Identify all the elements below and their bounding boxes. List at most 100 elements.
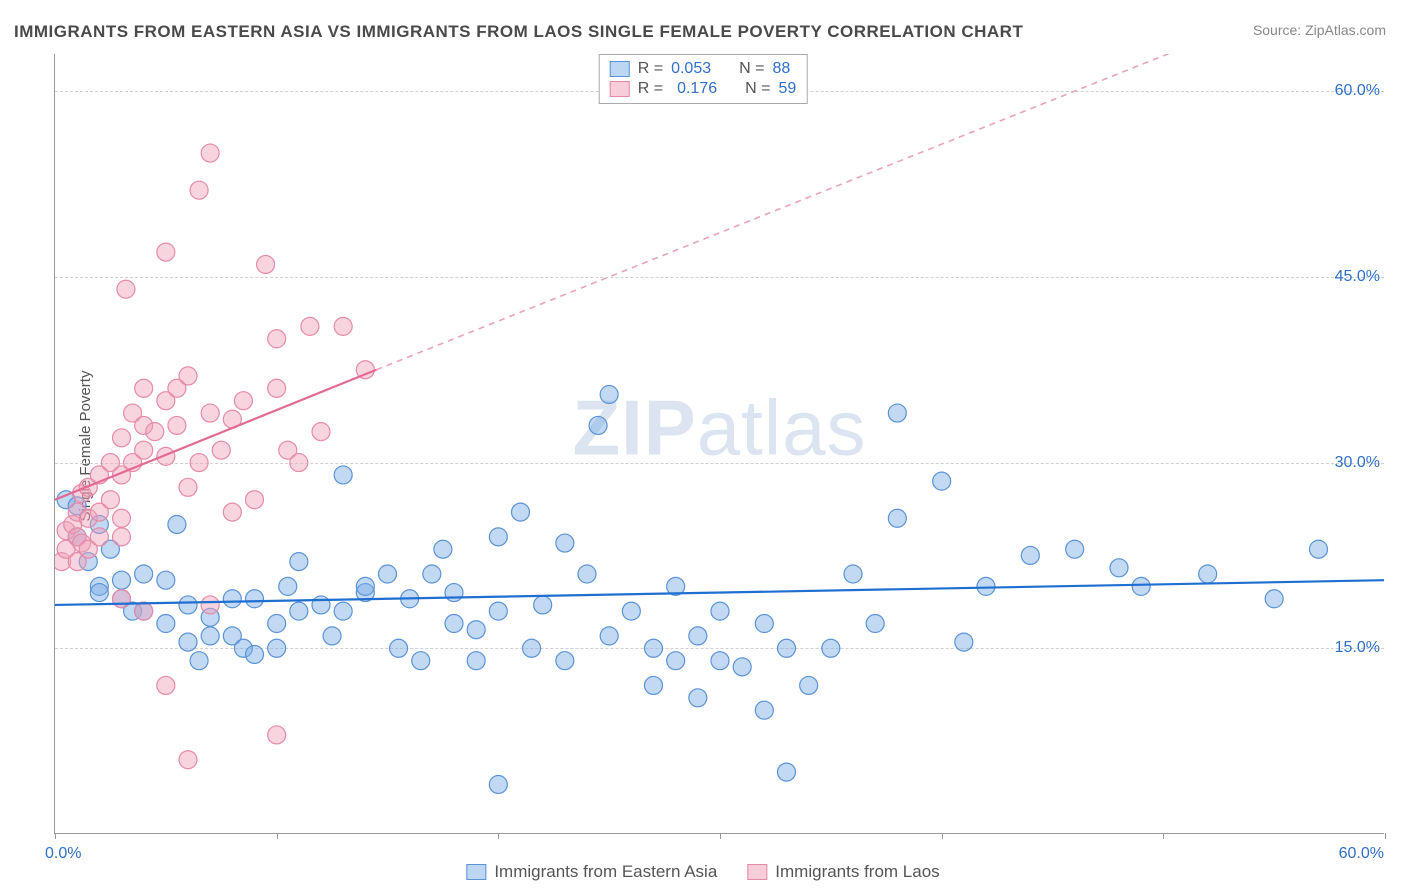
data-point-laos [312,423,330,441]
r-label: R = [638,60,663,78]
swatch-eastern-asia [466,864,486,880]
data-point-laos [135,379,153,397]
data-point-laos [135,602,153,620]
data-point-eastern_asia [223,590,241,608]
data-point-laos [135,441,153,459]
data-point-laos [334,317,352,335]
data-point-eastern_asia [445,584,463,602]
data-point-eastern_asia [689,627,707,645]
x-tick [1163,833,1164,839]
data-point-eastern_asia [645,639,663,657]
chart-plot-area: ZIPatlas 0.0% 60.0% 15.0%30.0%45.0%60.0% [54,54,1384,834]
data-point-laos [101,491,119,509]
data-point-laos [201,404,219,422]
data-point-eastern_asia [755,701,773,719]
data-point-eastern_asia [379,565,397,583]
data-point-eastern_asia [268,615,286,633]
data-point-laos [146,423,164,441]
data-point-eastern_asia [268,639,286,657]
data-point-laos [201,144,219,162]
n-label: N = [739,60,764,78]
scatter-svg [55,54,1384,833]
data-point-eastern_asia [290,553,308,571]
data-point-eastern_asia [290,602,308,620]
legend-item-laos: Immigrants from Laos [747,862,939,882]
data-point-eastern_asia [334,466,352,484]
data-point-eastern_asia [844,565,862,583]
data-point-laos [246,491,264,509]
data-point-eastern_asia [733,658,751,676]
data-point-eastern_asia [445,615,463,633]
data-point-eastern_asia [279,577,297,595]
data-point-eastern_asia [1132,577,1150,595]
data-point-eastern_asia [390,639,408,657]
data-point-eastern_asia [667,652,685,670]
data-point-laos [212,441,230,459]
chart-title: IMMIGRANTS FROM EASTERN ASIA VS IMMIGRAN… [14,22,1023,42]
swatch-eastern-asia [610,61,630,77]
r-value-laos: 0.176 [671,80,717,98]
data-point-eastern_asia [977,577,995,595]
legend-stats-row-ea: R = 0.053 N = 88 [610,59,797,79]
data-point-eastern_asia [489,775,507,793]
n-value-laos: 59 [778,80,796,98]
data-point-eastern_asia [534,596,552,614]
trend-line [376,54,1384,370]
x-tick [55,833,56,839]
data-point-eastern_asia [323,627,341,645]
data-point-laos [268,379,286,397]
x-tick [1385,833,1386,839]
data-point-laos [157,243,175,261]
data-point-eastern_asia [778,763,796,781]
data-point-eastern_asia [179,633,197,651]
data-point-laos [179,367,197,385]
data-point-eastern_asia [1066,540,1084,558]
data-point-eastern_asia [467,621,485,639]
legend-bottom: Immigrants from Eastern Asia Immigrants … [466,862,939,882]
data-point-eastern_asia [933,472,951,490]
data-point-eastern_asia [755,615,773,633]
data-point-laos [268,330,286,348]
data-point-eastern_asia [866,615,884,633]
x-tick [942,833,943,839]
data-point-eastern_asia [467,652,485,670]
data-point-eastern_asia [888,509,906,527]
legend-stats: R = 0.053 N = 88 R = 0.176 N = 59 [599,54,808,104]
data-point-eastern_asia [412,652,430,670]
data-point-laos [268,726,286,744]
data-point-eastern_asia [645,676,663,694]
data-point-eastern_asia [1310,540,1328,558]
data-point-laos [90,528,108,546]
x-tick [498,833,499,839]
data-point-eastern_asia [711,602,729,620]
data-point-eastern_asia [423,565,441,583]
data-point-eastern_asia [434,540,452,558]
data-point-eastern_asia [135,565,153,583]
data-point-eastern_asia [778,639,796,657]
data-point-laos [201,596,219,614]
data-point-eastern_asia [312,596,330,614]
data-point-eastern_asia [800,676,818,694]
swatch-laos [747,864,767,880]
data-point-eastern_asia [822,639,840,657]
data-point-laos [113,429,131,447]
data-point-laos [234,392,252,410]
data-point-eastern_asia [246,590,264,608]
data-point-eastern_asia [888,404,906,422]
data-point-eastern_asia [1265,590,1283,608]
data-point-laos [168,416,186,434]
data-point-laos [179,478,197,496]
r-label: R = [638,80,663,98]
data-point-eastern_asia [489,602,507,620]
data-point-eastern_asia [190,652,208,670]
legend-label-ea: Immigrants from Eastern Asia [494,862,717,882]
data-point-eastern_asia [589,416,607,434]
data-point-eastern_asia [622,602,640,620]
data-point-laos [190,454,208,472]
r-value-ea: 0.053 [671,60,711,78]
data-point-eastern_asia [711,652,729,670]
data-point-eastern_asia [157,571,175,589]
data-point-eastern_asia [512,503,530,521]
x-tick [277,833,278,839]
data-point-laos [157,676,175,694]
